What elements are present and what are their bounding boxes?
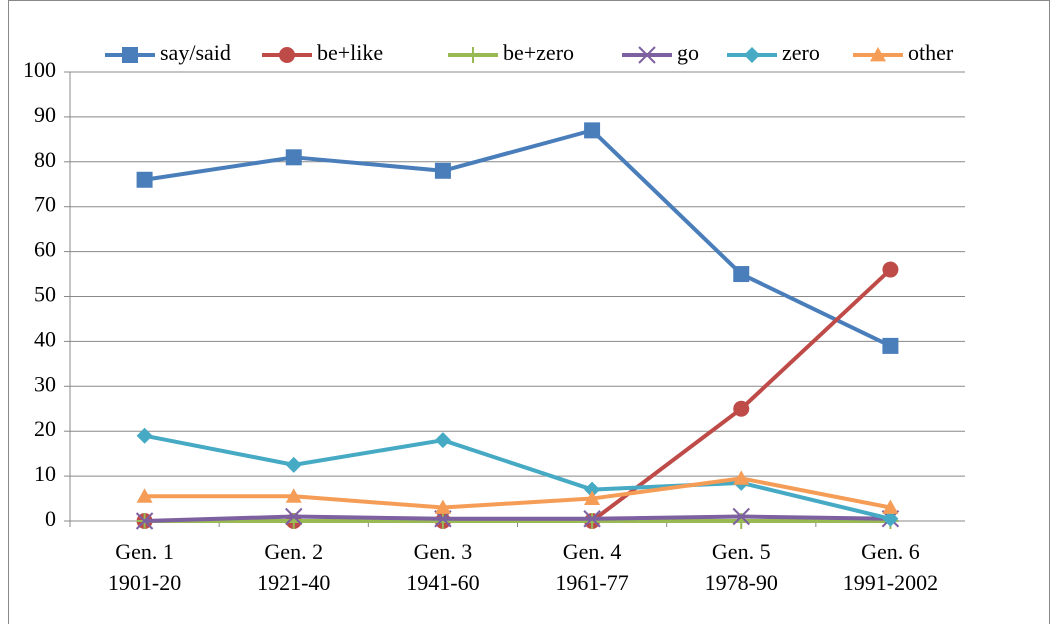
x-tick-label: Gen. 5 xyxy=(712,539,771,564)
marker xyxy=(279,47,295,63)
marker xyxy=(434,513,451,529)
legend-label: be+like xyxy=(317,40,383,65)
marker xyxy=(882,510,899,527)
marker xyxy=(285,149,302,166)
y-tick-label: 70 xyxy=(34,192,56,217)
marker xyxy=(465,47,481,63)
marker xyxy=(136,171,153,188)
y-tick-label: 40 xyxy=(34,326,56,351)
marker xyxy=(732,507,750,526)
y-tick-label: 100 xyxy=(23,57,56,82)
marker xyxy=(583,510,601,528)
series-line xyxy=(144,268,892,523)
x-tick-label: 1921-40 xyxy=(257,570,330,595)
chart-border xyxy=(8,0,1050,624)
legend-label: other xyxy=(908,40,954,65)
marker xyxy=(434,432,451,449)
legend-label: zero xyxy=(782,40,820,65)
x-tick-label: 1901-20 xyxy=(108,570,181,595)
x-tick-label: 1978-90 xyxy=(705,570,778,595)
x-tick-label: Gen. 3 xyxy=(414,539,473,564)
x-tick-label: 1961-77 xyxy=(555,570,628,595)
marker xyxy=(285,456,302,473)
marker xyxy=(136,427,153,444)
series-line xyxy=(144,476,891,510)
marker xyxy=(584,481,601,498)
marker xyxy=(434,162,451,179)
marker xyxy=(733,470,750,485)
marker xyxy=(584,490,601,505)
marker xyxy=(882,499,899,514)
y-tick-label: 20 xyxy=(34,416,56,441)
y-tick-label: 30 xyxy=(34,371,56,396)
series-line xyxy=(144,128,892,348)
legend-label: go xyxy=(677,40,699,65)
marker xyxy=(285,488,302,503)
x-tick-label: Gen. 6 xyxy=(861,539,920,564)
x-tick-label: 1991-2002 xyxy=(843,570,938,595)
marker xyxy=(870,47,886,62)
marker xyxy=(882,337,899,354)
marker xyxy=(285,507,303,526)
marker xyxy=(638,46,656,64)
y-tick-label: 0 xyxy=(45,506,56,531)
y-tick-label: 80 xyxy=(34,147,56,172)
marker xyxy=(733,266,750,283)
x-tick-label: Gen. 4 xyxy=(563,539,622,564)
legend-label: be+zero xyxy=(503,40,574,65)
marker xyxy=(584,513,601,529)
marker xyxy=(744,47,760,63)
marker xyxy=(135,512,154,530)
x-tick-label: Gen. 1 xyxy=(115,539,174,564)
marker xyxy=(584,122,601,139)
legend-label: say/said xyxy=(160,40,231,65)
x-tick-label: 1941-60 xyxy=(406,570,479,595)
marker xyxy=(136,488,153,503)
series-line xyxy=(144,514,891,523)
marker xyxy=(122,47,138,63)
marker xyxy=(733,400,750,417)
y-tick-label: 50 xyxy=(34,282,56,307)
series-line xyxy=(144,433,891,521)
y-tick-label: 60 xyxy=(34,237,56,262)
marker xyxy=(434,499,451,514)
y-tick-label: 90 xyxy=(34,102,56,127)
x-tick-label: Gen. 2 xyxy=(264,539,323,564)
y-tick-label: 10 xyxy=(34,461,56,486)
marker xyxy=(882,261,899,278)
